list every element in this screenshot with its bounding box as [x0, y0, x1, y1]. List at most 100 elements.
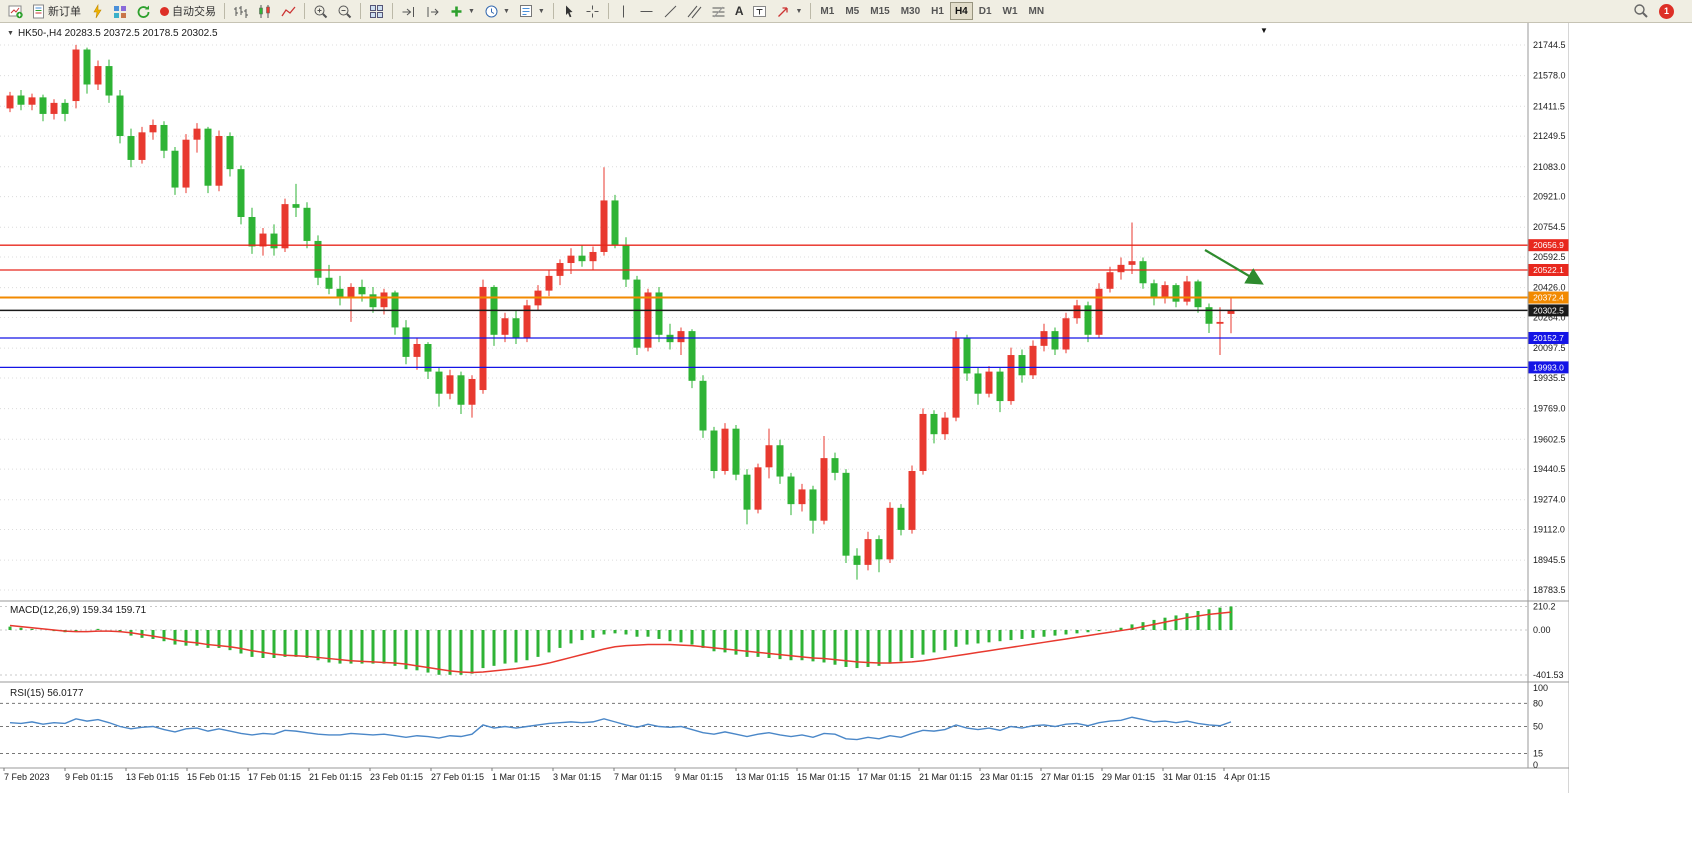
zoom-in-icon: [314, 5, 328, 18]
timeframe-h1-button[interactable]: H1: [926, 2, 949, 20]
chart-shift-icon: [427, 6, 439, 17]
candles-chart-button[interactable]: [253, 1, 276, 21]
tile-windows-icon: [370, 4, 383, 18]
trendline-icon: [664, 5, 677, 17]
new-chart-button[interactable]: [4, 1, 27, 21]
templates-button[interactable]: ▼: [515, 1, 549, 21]
autotrading-status-icon: [160, 6, 169, 16]
annotation-layer: [1204, 249, 1264, 285]
timeframe-m30-button[interactable]: M30: [896, 2, 925, 20]
timeframe-m5-button[interactable]: M5: [840, 2, 864, 20]
svg-text:27 Feb 01:15: 27 Feb 01:15: [431, 772, 484, 782]
timeframe-m1-button[interactable]: M1: [815, 2, 839, 20]
svg-text:50: 50: [1533, 722, 1543, 732]
svg-text:19440.5: 19440.5: [1533, 464, 1566, 474]
autotrading-label: 自动交易: [172, 6, 216, 18]
svg-text:21 Mar 01:15: 21 Mar 01:15: [919, 772, 972, 782]
auto-scroll-button[interactable]: [397, 1, 420, 21]
one-click-collapse-icon[interactable]: ▼: [7, 30, 14, 37]
timeframe-d1-button[interactable]: D1: [974, 2, 997, 20]
svg-text:20097.5: 20097.5: [1533, 343, 1566, 353]
refresh-icon: [137, 5, 150, 18]
svg-text:19274.0: 19274.0: [1533, 495, 1566, 505]
rsi-layer: [0, 702, 1528, 754]
line-chart-button[interactable]: [277, 1, 300, 21]
svg-text:20592.5: 20592.5: [1533, 252, 1566, 262]
new-order-icon: [33, 4, 44, 18]
trendline-button[interactable]: [659, 1, 682, 21]
chart-window: ▼ HK50-,H4 20283.5 20372.5 20178.5 20302…: [0, 23, 1569, 793]
svg-text:20302.5: 20302.5: [1533, 305, 1564, 315]
zoom-in-button[interactable]: [309, 1, 332, 21]
svg-text:20264.0: 20264.0: [1533, 313, 1566, 323]
svg-text:23 Feb 01:15: 23 Feb 01:15: [370, 772, 423, 782]
bars-chart-button[interactable]: [229, 1, 252, 21]
horizontal-line-button[interactable]: [635, 1, 658, 21]
svg-text:20656.9: 20656.9: [1533, 240, 1564, 250]
notification-badge[interactable]: 1: [1659, 3, 1674, 19]
cursor-button[interactable]: [558, 1, 580, 21]
svg-text:-401.53: -401.53: [1533, 670, 1564, 680]
axis-layer: 21744.5 21578.0 21411.5 21249.5 21083.0 20921…: [0, 23, 1569, 782]
toolbar-separator: [810, 3, 812, 19]
svg-text:21083.0: 21083.0: [1533, 162, 1566, 172]
crosshair-button[interactable]: [581, 1, 604, 21]
svg-text:4 Apr 01:15: 4 Apr 01:15: [1224, 772, 1270, 782]
metaeditor-button[interactable]: [86, 1, 108, 21]
svg-text:3 Mar 01:15: 3 Mar 01:15: [553, 772, 601, 782]
svg-text:21 Feb 01:15: 21 Feb 01:15: [309, 772, 362, 782]
svg-text:18783.5: 18783.5: [1533, 585, 1566, 595]
tile-windows-button[interactable]: [365, 1, 388, 21]
svg-text:1 Mar 01:15: 1 Mar 01:15: [492, 772, 540, 782]
channel-icon: [687, 5, 702, 18]
channel-button[interactable]: [683, 1, 706, 21]
text-button[interactable]: A: [731, 1, 748, 21]
svg-text:20754.5: 20754.5: [1533, 222, 1566, 232]
vertical-line-button[interactable]: [613, 1, 634, 21]
svg-text:20522.1: 20522.1: [1533, 265, 1564, 275]
chart-shift-marker[interactable]: ▼: [1260, 26, 1268, 35]
svg-text:17 Feb 01:15: 17 Feb 01:15: [248, 772, 301, 782]
market-watch-button[interactable]: [109, 1, 131, 21]
fibonacci-button[interactable]: [707, 1, 730, 21]
new-chart-icon: [8, 5, 23, 18]
crosshair-icon: [586, 5, 599, 17]
metaeditor-icon: [93, 3, 102, 18]
price-chart[interactable]: 20656.9 20522.1 20372.4 20302.5 20152.7 19993…: [0, 23, 1569, 793]
svg-text:18945.5: 18945.5: [1533, 555, 1566, 565]
toolbar-right-group: 1: [1633, 3, 1688, 19]
svg-text:21578.0: 21578.0: [1533, 71, 1566, 81]
main-toolbar: 新订单 自动交易 ▼ ▼: [0, 0, 1692, 23]
label-button[interactable]: [748, 1, 771, 21]
autotrading-button[interactable]: 自动交易: [156, 1, 220, 21]
auto-scroll-icon: [402, 6, 414, 17]
navigator-button[interactable]: [132, 1, 155, 21]
svg-text:21411.5: 21411.5: [1533, 101, 1565, 111]
toolbar-separator: [360, 3, 361, 19]
arrows-button[interactable]: ▼: [772, 1, 806, 21]
chevron-down-icon: ▼: [502, 7, 510, 15]
timeframe-mn-button[interactable]: MN: [1024, 2, 1050, 20]
cursor-icon: [565, 5, 573, 17]
svg-text:80: 80: [1533, 698, 1543, 708]
timeframe-m15-button[interactable]: M15: [865, 2, 894, 20]
chart-shift-button[interactable]: [421, 1, 444, 21]
svg-text:21249.5: 21249.5: [1533, 131, 1566, 141]
timeframe-h4-button[interactable]: H4: [949, 2, 973, 20]
indicators-button[interactable]: ▼: [445, 1, 479, 21]
svg-text:19993.0: 19993.0: [1533, 362, 1564, 372]
svg-text:15 Mar 01:15: 15 Mar 01:15: [797, 772, 850, 782]
market-watch-icon: [114, 5, 126, 18]
periods-button[interactable]: ▼: [480, 1, 514, 21]
timeframe-w1-button[interactable]: W1: [998, 2, 1023, 20]
svg-text:0.00: 0.00: [1533, 625, 1551, 635]
search-icon[interactable]: [1633, 3, 1649, 19]
svg-text:19112.0: 19112.0: [1533, 525, 1565, 535]
new-order-button[interactable]: 新订单: [28, 1, 85, 21]
grid-layer: [0, 44, 1528, 591]
periods-clock-icon: [485, 5, 498, 17]
zoom-out-button[interactable]: [333, 1, 356, 21]
chart-title-text: HK50-,H4 20283.5 20372.5 20178.5 20302.5: [17, 28, 218, 39]
new-order-label: 新订单: [48, 6, 81, 18]
indicators-icon: [451, 6, 462, 16]
